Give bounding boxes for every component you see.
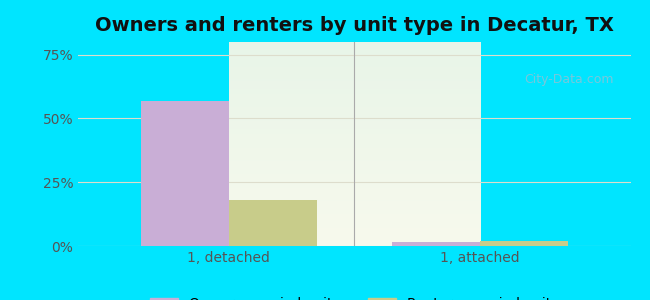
Bar	[480, 241, 567, 246]
Bar	[392, 242, 480, 246]
Bar	[141, 100, 229, 246]
Bar	[229, 200, 317, 246]
Text: City-Data.com: City-Data.com	[525, 73, 614, 85]
Title: Owners and renters by unit type in Decatur, TX: Owners and renters by unit type in Decat…	[95, 16, 614, 35]
Legend: Owner occupied units, Renter occupied units: Owner occupied units, Renter occupied un…	[145, 292, 564, 300]
